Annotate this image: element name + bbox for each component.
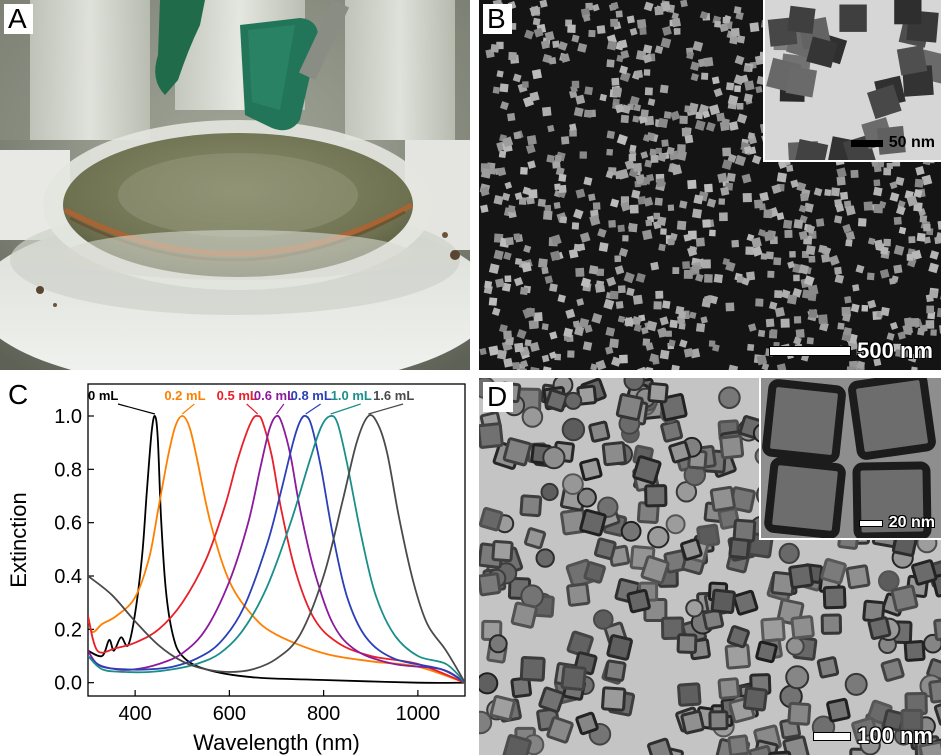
- nanocube-inset-texture: [766, 0, 941, 160]
- series-pointer: [305, 403, 321, 415]
- nanoframe-inset-texture: [762, 378, 936, 538]
- y-tick-label: 0.8: [54, 459, 82, 481]
- tem-inset-image: [761, 378, 941, 538]
- series-label: 1.0 mL: [331, 388, 372, 403]
- series-pointer: [181, 403, 195, 415]
- series-label: 0.8 mL: [291, 388, 332, 403]
- scale-bar-line: [813, 731, 852, 741]
- y-axis-label: Extinction: [6, 492, 31, 587]
- panel-d-label: D: [483, 382, 514, 412]
- y-tick-label: 0.6: [54, 513, 82, 535]
- scale-bar-label: 100 nm: [857, 723, 933, 748]
- scale-bar-label: 50 nm: [888, 134, 935, 151]
- series-pointer: [330, 403, 361, 415]
- x-tick-label: 400: [118, 703, 151, 725]
- series-label: 0.6 mL: [254, 388, 295, 403]
- panel-b-label: B: [483, 4, 512, 34]
- x-tick-label: 1000: [396, 703, 441, 725]
- y-tick-label: 0.4: [54, 566, 82, 588]
- scale-bar-line: [858, 519, 883, 527]
- inset-scale-bar: 20 nm: [858, 514, 935, 532]
- series-line-0-8-mL: [88, 414, 465, 684]
- series-label: 1.6 mL: [373, 388, 414, 403]
- panel-b-inset: 50 nm: [763, 0, 941, 162]
- tem-inset-image: [765, 0, 941, 160]
- scale-bar-line: [850, 139, 883, 147]
- panel-c-chart: 400 600 800 1000 0.0 0.2 0.4 0.6 0.8 1.0 Wavelengt…: [0, 378, 475, 755]
- panel-c-label: C: [8, 379, 29, 410]
- panel-d-inset: 20 nm: [759, 378, 941, 540]
- panel-b-sem: 50 nm 500 nm B: [479, 0, 941, 370]
- nanoframe-texture: [479, 378, 941, 755]
- y-tick-label: 0.0: [54, 673, 82, 695]
- scale-bar-label: 500 nm: [857, 338, 933, 363]
- plot-frame: [87, 383, 466, 697]
- extinction-chart: 400 600 800 1000 0.0 0.2 0.4 0.6 0.8 1.0 Wavelengt…: [6, 383, 466, 755]
- series-pointer: [246, 403, 259, 415]
- x-axis-label: Wavelength (nm): [193, 730, 360, 755]
- main-scale-bar: 500 nm: [769, 338, 933, 364]
- series-label: 0.2 mL: [164, 388, 205, 403]
- y-tick-label: 1.0: [54, 406, 82, 428]
- panel-a-label: A: [4, 4, 33, 34]
- x-tick-label: 800: [307, 703, 340, 725]
- series-label: 0 mL: [88, 388, 118, 403]
- panel-d-tem: 20 nm 100 nm D: [479, 378, 941, 755]
- series-group: [88, 414, 465, 684]
- y-tick-label: 0.2: [54, 619, 82, 641]
- series-line-0-2-mL: [88, 415, 465, 684]
- series-pointer: [276, 403, 285, 415]
- scale-bar-label: 20 nm: [888, 514, 935, 531]
- series-line-0-5-mL: [88, 414, 465, 684]
- series-line-1-6-mL: [88, 414, 465, 684]
- panel-a-photo: A: [0, 0, 470, 370]
- scale-bar-line: [769, 346, 852, 356]
- series-label: 0.5 mL: [217, 388, 258, 403]
- x-tick-label: 600: [213, 703, 246, 725]
- inset-scale-bar: 50 nm: [850, 134, 935, 152]
- series-pointer: [117, 403, 156, 415]
- flask-photo: [0, 0, 470, 370]
- series-pointer: [368, 403, 404, 415]
- main-scale-bar: 100 nm: [813, 723, 933, 749]
- series-line-0-mL: [88, 415, 465, 684]
- series-line-0-6-mL: [88, 414, 465, 684]
- series-line-1-0-mL: [88, 415, 465, 684]
